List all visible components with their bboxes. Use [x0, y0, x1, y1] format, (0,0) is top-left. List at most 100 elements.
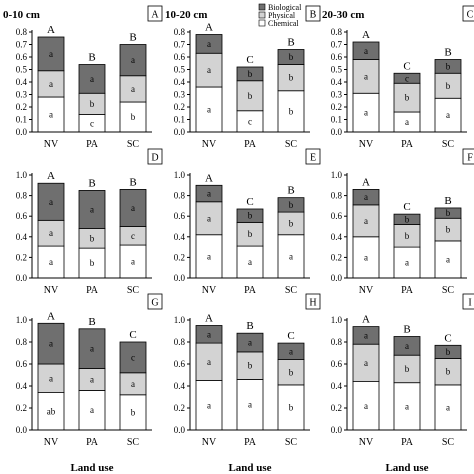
x-axis-title-3: Land use — [385, 462, 428, 474]
panel-c-x-category-label: PA — [401, 139, 414, 150]
x-axis-title-1: Land use — [70, 462, 113, 474]
panel-h-bar-pa-chemical — [236, 378, 264, 431]
panel-a-bar-nv-biological — [37, 36, 65, 72]
panel-c-ytick-label: 0.7 — [331, 40, 343, 50]
panel-c-x-category-label: SC — [442, 139, 455, 150]
panel-b-bar-group-letter: A — [205, 22, 213, 34]
panel-h-segment-letter: a — [207, 357, 211, 367]
panel-d-ytick-label: 0.4 — [16, 232, 28, 242]
panel-h-ytick-label: 0.2 — [174, 403, 185, 413]
panel-a-segment-letter: a — [49, 79, 53, 89]
panel-f-x-category-label: SC — [442, 285, 455, 296]
panel-i-ytick-label: 0.8 — [331, 337, 343, 347]
panel-a-segment-letter: a — [131, 84, 135, 94]
panel-d-segment-letter: c — [131, 231, 135, 241]
panel-e-bar-pa-chemical — [236, 245, 264, 279]
panel-i-bar-nv-biological — [352, 326, 380, 345]
panel-d-ytick-label: 0.8 — [16, 191, 28, 201]
panel-i-segment-letter: b — [446, 347, 451, 357]
panel-g-ytick-label: 0.2 — [16, 403, 27, 413]
panel-c-segment-letter: b — [446, 61, 451, 71]
panel-b-bar-nv-physical — [195, 52, 223, 88]
panel-g-label: G — [151, 298, 158, 309]
panel-c-bar-sc-physical — [434, 72, 462, 99]
panel-g-segment-letter: b — [131, 407, 136, 417]
panel-b-bar-sc-biological — [277, 49, 305, 65]
panel-f-bar-sc-chemical — [434, 240, 462, 279]
panel-b-bar-nv-biological — [195, 34, 223, 54]
panel-h-bar-pa-physical — [236, 351, 264, 380]
panel-c-segment-letter: b — [405, 93, 410, 103]
panel-c-bar-nv-biological — [352, 41, 380, 60]
panel-f-segment-letter: b — [446, 225, 451, 235]
panel-i-label: I — [468, 298, 471, 309]
panel-b-ytick-label: 0.7 — [174, 40, 186, 50]
panel-g-label-box — [147, 293, 163, 310]
panel-e-ytick-label: 1.0 — [174, 170, 186, 180]
panel-b-label: B — [310, 10, 317, 21]
panel-b-segment-letter: b — [289, 106, 294, 116]
panel-h-segment-letter: a — [207, 400, 211, 410]
panel-d-segment-letter: a — [49, 257, 53, 267]
panel-f-bar-pa-biological — [393, 213, 421, 225]
panel-g-bar-pa-chemical — [78, 389, 106, 431]
panel-c-bar-sc-biological — [434, 59, 462, 74]
panel-f-bar-group-letter: C — [403, 201, 410, 213]
panel-a-bar-pa-biological — [78, 64, 106, 94]
panel-f-x-category-label: PA — [401, 285, 414, 296]
panel-d-bar-nv-physical — [37, 219, 65, 247]
panel-c-bar-pa-biological — [393, 72, 421, 84]
panel-c-bar-nv-physical — [352, 59, 380, 94]
legend-label-biological: Biological — [268, 3, 302, 12]
panel-c-ytick-label: 0.1 — [331, 115, 342, 125]
panel-b-ytick-label: 0.0 — [174, 127, 186, 137]
panel-g-bar-group-letter: B — [88, 316, 95, 328]
panel-h-bar-sc-physical — [277, 359, 305, 386]
panel-f-segment-letter: a — [364, 252, 368, 262]
panel-g-ytick-label: 0.6 — [16, 359, 28, 369]
panel-f-bar-nv-biological — [352, 189, 380, 206]
panel-e-x-category-label: NV — [202, 285, 217, 296]
panel-g-segment-letter: c — [131, 352, 135, 362]
panel-h-segment-letter: a — [248, 338, 252, 348]
panel-d-label-box — [147, 148, 163, 165]
panel-h-ytick-label: 0.0 — [174, 425, 186, 435]
panel-e-label-box — [305, 148, 321, 165]
panel-g-segment-letter: a — [49, 373, 53, 383]
panel-b-segment-letter: b — [248, 69, 253, 79]
panel-h-label: H — [309, 298, 316, 309]
panel-e-bar-pa-biological — [236, 208, 264, 223]
panel-d-segment-letter: a — [49, 197, 53, 207]
panel-f-segment-letter: b — [405, 214, 410, 224]
panel-i-x-category-label: SC — [442, 437, 455, 448]
panel-e-bar-nv-chemical — [195, 234, 223, 279]
panel-a-segment-letter: a — [131, 55, 135, 65]
panel-c-segment-letter: a — [364, 108, 368, 118]
panel-h-ytick-label: 0.6 — [174, 359, 186, 369]
panel-e-ytick-label: 0.0 — [174, 273, 186, 283]
panel-e-label: E — [310, 153, 316, 164]
panel-b-bar-group-letter: B — [287, 37, 294, 49]
panel-f-segment-letter: b — [405, 231, 410, 241]
legend-label-physical: Physical — [268, 11, 296, 20]
panel-a-segment-letter: a — [90, 74, 94, 84]
panel-a-ytick-label: 0.6 — [16, 52, 28, 62]
panel-d-segment-letter: a — [131, 257, 135, 267]
panel-a-segment-letter: b — [131, 112, 136, 122]
panel-a-ytick-label: 0.4 — [16, 77, 28, 87]
legend-label-chemical: Chemical — [268, 19, 299, 28]
panel-b-label-box — [305, 5, 321, 22]
panel-h-bar-nv-chemical — [195, 380, 223, 431]
panel-g-bar-nv-biological — [37, 322, 65, 365]
panel-i-segment-letter: a — [364, 330, 368, 340]
panel-b-ytick-label: 0.6 — [174, 52, 186, 62]
panel-h-segment-letter: a — [248, 400, 252, 410]
panel-e-bar-group-letter: B — [287, 185, 294, 197]
panel-b-ytick-label: 0.8 — [174, 27, 186, 37]
panel-c-label: C — [467, 10, 474, 21]
panel-f-bar-nv-chemical — [352, 236, 380, 279]
panel-d-bar-pa-chemical — [78, 247, 106, 279]
panel-h-segment-letter: b — [289, 367, 294, 377]
panel-f-bar-sc-biological — [434, 207, 462, 219]
panel-b-segment-letter: c — [248, 116, 252, 126]
